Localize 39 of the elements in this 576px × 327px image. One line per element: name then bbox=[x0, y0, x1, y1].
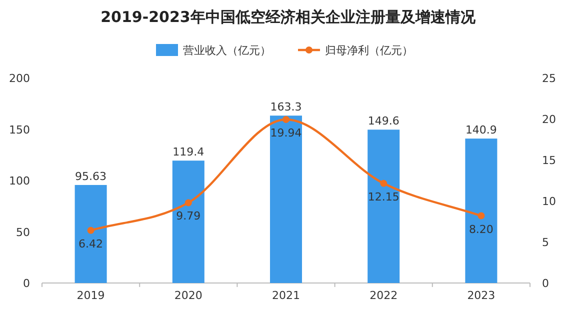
data-label: 149.6 bbox=[368, 114, 400, 128]
x-tick-label: 2021 bbox=[272, 289, 300, 302]
y-tick-label: 150 bbox=[9, 123, 30, 136]
data-label: 163.3 bbox=[270, 100, 302, 114]
bar bbox=[172, 160, 204, 283]
y2-tick-label: 25 bbox=[542, 72, 556, 85]
y2-tick-label: 15 bbox=[542, 154, 556, 167]
legend-label: 归母净利（亿元） bbox=[325, 44, 413, 57]
point bbox=[87, 226, 94, 234]
legend-label: 营业收入（亿元） bbox=[183, 44, 271, 57]
y2-tick-label: 0 bbox=[542, 277, 549, 290]
data-label: 119.4 bbox=[172, 146, 204, 159]
y-tick-label: 200 bbox=[9, 72, 30, 85]
point bbox=[380, 180, 388, 187]
bar bbox=[368, 130, 400, 283]
y2-tick-label: 20 bbox=[542, 113, 556, 126]
x-tick-label: 2020 bbox=[174, 289, 202, 302]
bar bbox=[74, 184, 107, 283]
y-tick-label: 100 bbox=[9, 174, 30, 188]
data-label: 8.20 bbox=[468, 222, 494, 236]
y2-tick-label: 5 bbox=[542, 236, 549, 249]
x-tick-label: 2022 bbox=[370, 289, 398, 302]
bar bbox=[465, 138, 498, 283]
point bbox=[478, 212, 485, 220]
data-label: 12.15 bbox=[368, 190, 400, 204]
chart-title: 2019-2023年中国低空经济相关企业注册量及增速情况 bbox=[100, 8, 476, 26]
y-tick-label: 50 bbox=[16, 226, 30, 239]
point bbox=[184, 199, 192, 206]
point bbox=[282, 116, 290, 123]
x-tick-label: 2023 bbox=[467, 289, 496, 302]
data-label: 19.94 bbox=[270, 126, 302, 140]
bar bbox=[270, 116, 302, 283]
data-label: 140.9 bbox=[465, 124, 497, 137]
data-label: 95.63 bbox=[75, 170, 107, 183]
data-label: 9.79 bbox=[176, 210, 201, 223]
x-tick-label: 2019 bbox=[76, 289, 105, 302]
y-tick-label: 0 bbox=[23, 277, 30, 290]
data-label: 6.42 bbox=[78, 237, 104, 250]
y2-tick-label: 10 bbox=[542, 195, 556, 208]
